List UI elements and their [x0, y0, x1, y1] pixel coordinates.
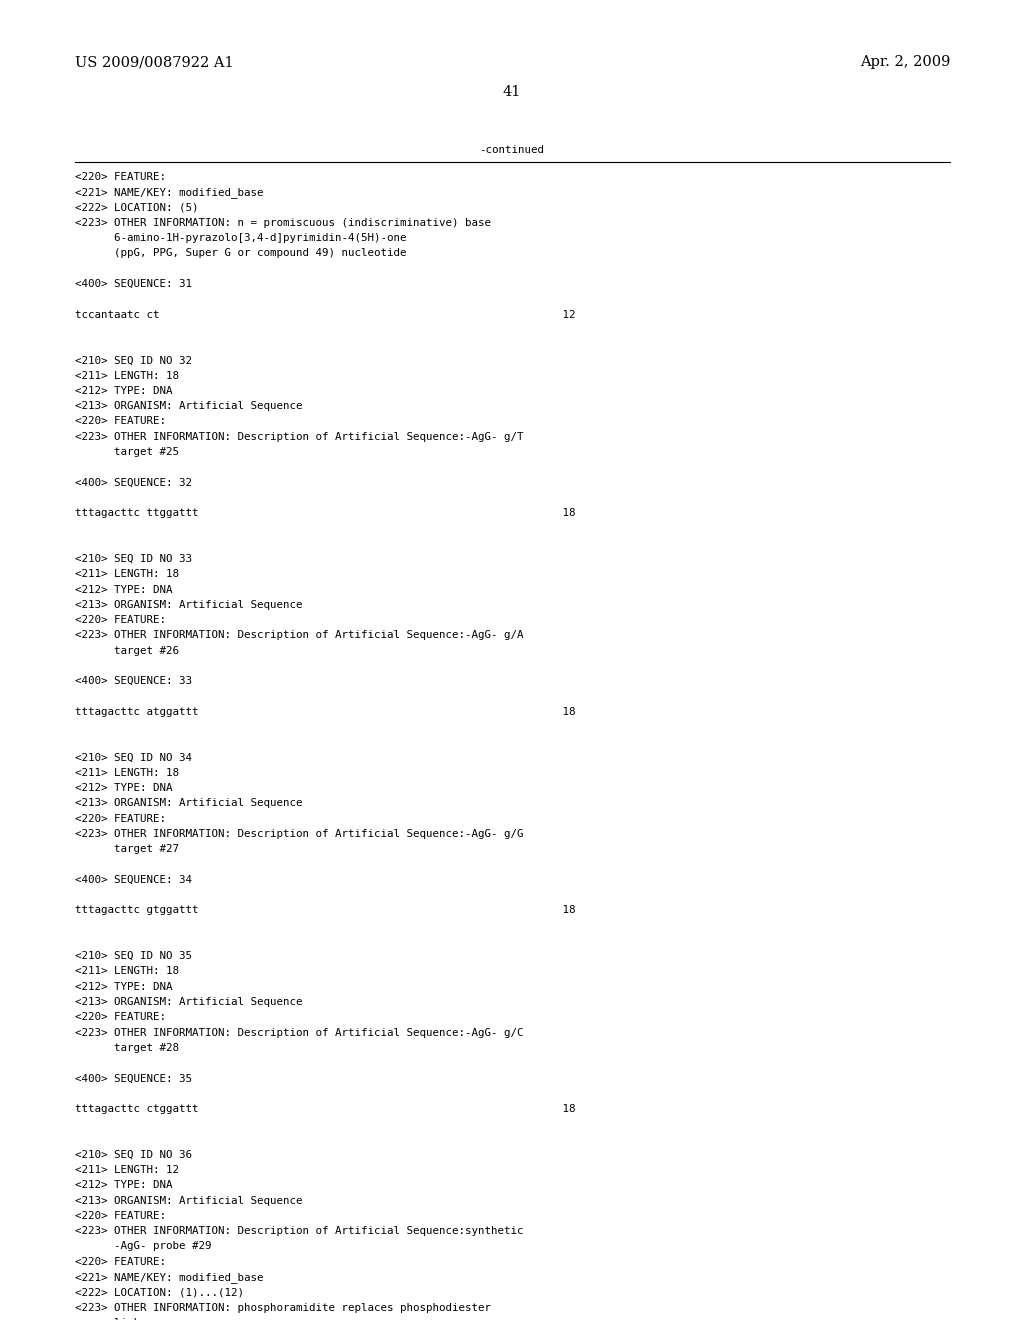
Text: <220> FEATURE:: <220> FEATURE:: [75, 813, 166, 824]
Text: tttagacttc ctggattt                                                        18: tttagacttc ctggattt 18: [75, 1104, 575, 1114]
Text: <223> OTHER INFORMATION: Description of Artificial Sequence:-AgG- g/T: <223> OTHER INFORMATION: Description of …: [75, 432, 523, 442]
Text: <223> OTHER INFORMATION: n = promiscuous (indiscriminative) base: <223> OTHER INFORMATION: n = promiscuous…: [75, 218, 490, 228]
Text: <223> OTHER INFORMATION: Description of Artificial Sequence:-AgG- g/G: <223> OTHER INFORMATION: Description of …: [75, 829, 523, 840]
Text: <221> NAME/KEY: modified_base: <221> NAME/KEY: modified_base: [75, 1272, 263, 1283]
Text: <221> NAME/KEY: modified_base: <221> NAME/KEY: modified_base: [75, 187, 263, 198]
Text: Apr. 2, 2009: Apr. 2, 2009: [859, 55, 950, 69]
Text: <213> ORGANISM: Artificial Sequence: <213> ORGANISM: Artificial Sequence: [75, 401, 302, 411]
Text: <220> FEATURE:: <220> FEATURE:: [75, 615, 166, 626]
Text: <211> LENGTH: 18: <211> LENGTH: 18: [75, 768, 179, 777]
Text: <213> ORGANISM: Artificial Sequence: <213> ORGANISM: Artificial Sequence: [75, 799, 302, 808]
Text: -continued: -continued: [479, 145, 545, 154]
Text: <212> TYPE: DNA: <212> TYPE: DNA: [75, 982, 172, 991]
Text: <211> LENGTH: 18: <211> LENGTH: 18: [75, 966, 179, 977]
Text: <211> LENGTH: 12: <211> LENGTH: 12: [75, 1166, 179, 1175]
Text: <212> TYPE: DNA: <212> TYPE: DNA: [75, 783, 172, 793]
Text: <212> TYPE: DNA: <212> TYPE: DNA: [75, 585, 172, 594]
Text: <212> TYPE: DNA: <212> TYPE: DNA: [75, 1180, 172, 1191]
Text: tttagacttc atggattt                                                        18: tttagacttc atggattt 18: [75, 706, 575, 717]
Text: <213> ORGANISM: Artificial Sequence: <213> ORGANISM: Artificial Sequence: [75, 997, 302, 1007]
Text: <220> FEATURE:: <220> FEATURE:: [75, 1257, 166, 1267]
Text: US 2009/0087922 A1: US 2009/0087922 A1: [75, 55, 233, 69]
Text: <220> FEATURE:: <220> FEATURE:: [75, 416, 166, 426]
Text: <220> FEATURE:: <220> FEATURE:: [75, 1012, 166, 1022]
Text: <222> LOCATION: (1)...(12): <222> LOCATION: (1)...(12): [75, 1287, 244, 1298]
Text: <223> OTHER INFORMATION: phosphoramidite replaces phosphodiester: <223> OTHER INFORMATION: phosphoramidite…: [75, 1303, 490, 1312]
Text: <223> OTHER INFORMATION: Description of Artificial Sequence:synthetic: <223> OTHER INFORMATION: Description of …: [75, 1226, 523, 1236]
Text: linkages: linkages: [75, 1317, 166, 1320]
Text: <210> SEQ ID NO 35: <210> SEQ ID NO 35: [75, 952, 193, 961]
Text: target #27: target #27: [75, 845, 179, 854]
Text: 41: 41: [503, 84, 521, 99]
Text: <213> ORGANISM: Artificial Sequence: <213> ORGANISM: Artificial Sequence: [75, 599, 302, 610]
Text: target #28: target #28: [75, 1043, 179, 1053]
Text: <223> OTHER INFORMATION: Description of Artificial Sequence:-AgG- g/A: <223> OTHER INFORMATION: Description of …: [75, 631, 523, 640]
Text: <211> LENGTH: 18: <211> LENGTH: 18: [75, 371, 179, 380]
Text: <400> SEQUENCE: 32: <400> SEQUENCE: 32: [75, 478, 193, 487]
Text: <223> OTHER INFORMATION: Description of Artificial Sequence:-AgG- g/C: <223> OTHER INFORMATION: Description of …: [75, 1027, 523, 1038]
Text: tccantaatc ct                                                              12: tccantaatc ct 12: [75, 309, 575, 319]
Text: 6-amino-1H-pyrazolo[3,4-d]pyrimidin-4(5H)-one: 6-amino-1H-pyrazolo[3,4-d]pyrimidin-4(5H…: [75, 234, 407, 243]
Text: -AgG- probe #29: -AgG- probe #29: [75, 1241, 212, 1251]
Text: <220> FEATURE:: <220> FEATURE:: [75, 1210, 166, 1221]
Text: <222> LOCATION: (5): <222> LOCATION: (5): [75, 202, 199, 213]
Text: target #25: target #25: [75, 447, 179, 457]
Text: <400> SEQUENCE: 33: <400> SEQUENCE: 33: [75, 676, 193, 686]
Text: <211> LENGTH: 18: <211> LENGTH: 18: [75, 569, 179, 579]
Text: <400> SEQUENCE: 34: <400> SEQUENCE: 34: [75, 875, 193, 884]
Text: <400> SEQUENCE: 31: <400> SEQUENCE: 31: [75, 279, 193, 289]
Text: tttagacttc gtggattt                                                        18: tttagacttc gtggattt 18: [75, 906, 575, 915]
Text: <210> SEQ ID NO 34: <210> SEQ ID NO 34: [75, 752, 193, 763]
Text: <400> SEQUENCE: 35: <400> SEQUENCE: 35: [75, 1073, 193, 1084]
Text: target #26: target #26: [75, 645, 179, 656]
Text: <210> SEQ ID NO 36: <210> SEQ ID NO 36: [75, 1150, 193, 1160]
Text: <212> TYPE: DNA: <212> TYPE: DNA: [75, 385, 172, 396]
Text: <210> SEQ ID NO 32: <210> SEQ ID NO 32: [75, 355, 193, 366]
Text: tttagacttc ttggattt                                                        18: tttagacttc ttggattt 18: [75, 508, 575, 519]
Text: <210> SEQ ID NO 33: <210> SEQ ID NO 33: [75, 554, 193, 564]
Text: <220> FEATURE:: <220> FEATURE:: [75, 172, 166, 182]
Text: (ppG, PPG, Super G or compound 49) nucleotide: (ppG, PPG, Super G or compound 49) nucle…: [75, 248, 407, 259]
Text: <213> ORGANISM: Artificial Sequence: <213> ORGANISM: Artificial Sequence: [75, 1196, 302, 1205]
